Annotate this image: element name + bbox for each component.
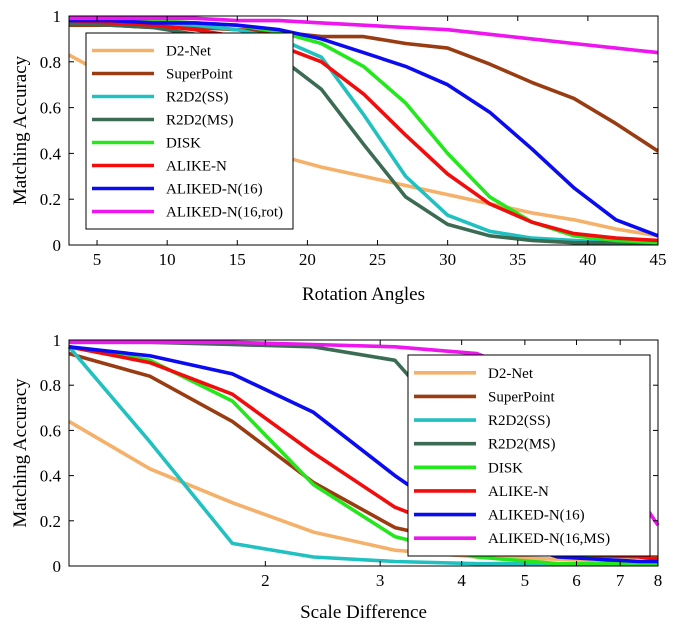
y-tick-label: 1 [53, 331, 62, 350]
legend-entry-label: R2D2(SS) [488, 413, 551, 429]
x-tick-label: 8 [654, 571, 663, 590]
legend-entry-label: R2D2(MS) [166, 113, 234, 129]
legend-entry-label: D2-Net [488, 366, 534, 382]
x-tick-label: 5 [521, 571, 530, 590]
y-axis-label: Matching Accuracy [10, 55, 31, 205]
legend-entry-label: ALIKED-N(16) [488, 508, 585, 524]
y-tick-label: 0.4 [40, 467, 62, 486]
legend-entry-label: ALIKE-N [166, 159, 227, 175]
legend-entry-label: SuperPoint [166, 67, 234, 83]
legend-entry-label: DISK [488, 460, 523, 476]
x-tick-label: 7 [616, 571, 625, 590]
x-tick-label: 10 [159, 250, 176, 269]
legend: D2-Net SuperPoint R2D2(SS) R2D2(MS) DISK ALIK… [85, 32, 294, 230]
y-tick-label: 0.4 [40, 144, 62, 163]
scale-chart: 2 3 4 5 6 7 8 0 0.2 0.4 0.6 0.8 1 Scale Difference Mat… [10, 331, 662, 623]
y-tick-label: 0.8 [40, 53, 61, 72]
x-tick-label: 30 [439, 250, 456, 269]
legend-entry-label: D2-Net [166, 44, 212, 60]
legend-box [85, 32, 294, 230]
plot-area-frame [68, 15, 659, 246]
series-line [68, 18, 659, 243]
y-tick-label: 0 [53, 236, 62, 255]
x-tick-label: 5 [93, 250, 102, 269]
x-axis-label: Rotation Angles [302, 284, 425, 305]
y-tick-label: 0.6 [40, 99, 61, 118]
series-line [68, 21, 658, 245]
x-tick-label: 45 [650, 250, 667, 269]
x-axis-label: Scale Difference [300, 602, 427, 623]
x-tick-label: 20 [299, 250, 316, 269]
y-tick-label: 0 [53, 557, 62, 576]
x-tick-label: 15 [229, 250, 246, 269]
rotation-chart: 5 10 15 20 25 30 35 40 45 0 0.2 0.4 0.6 0.8 1 Rotation … [10, 7, 667, 305]
legend-entry-label: ALIKED-N(16) [166, 182, 263, 198]
legend-entry-label: R2D2(MS) [488, 437, 556, 453]
x-tick-label: 6 [572, 571, 581, 590]
legend: D2-Net SuperPoint R2D2(SS) R2D2(MS) DISK ALIK… [407, 354, 651, 557]
y-tick-label: 0.8 [40, 376, 61, 395]
x-tick-label: 40 [579, 250, 596, 269]
legend-entry-label: ALIKED-N(16,MS) [488, 531, 610, 547]
legend-entry-label: R2D2(SS) [166, 90, 229, 106]
series-line [69, 18, 659, 238]
y-tick-label: 0.2 [40, 512, 61, 531]
x-tick-label: 3 [376, 571, 385, 590]
x-tick-label: 4 [457, 571, 466, 590]
legend-entry-label: ALIKE-N [488, 484, 549, 500]
series-line [68, 345, 658, 564]
legend-entry-label: SuperPoint [488, 389, 556, 405]
y-axis-label: Matching Accuracy [10, 378, 31, 528]
legend-box [407, 354, 651, 557]
x-tick-label: 2 [261, 571, 270, 590]
legend-entry-label: DISK [166, 136, 201, 152]
series-lines [68, 16, 659, 245]
legend-entry-label: ALIKED-N(16,rot) [166, 205, 283, 221]
y-tick-label: 0.2 [40, 190, 61, 209]
y-tick-label: 0.6 [40, 421, 61, 440]
plot-area-frame [68, 339, 659, 567]
x-tick-label: 25 [369, 250, 386, 269]
y-tick-label: 1 [53, 7, 62, 26]
x-tick-label: 35 [509, 250, 526, 269]
